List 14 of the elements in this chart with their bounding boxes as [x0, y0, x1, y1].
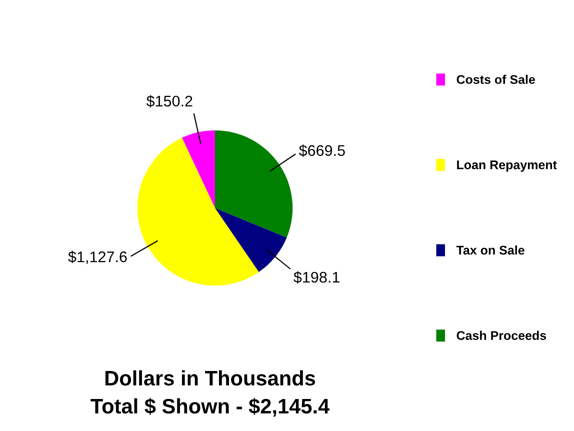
- pie-slice: [215, 130, 293, 238]
- data-label: $1,127.6: [68, 250, 127, 264]
- legend-label: Cash Proceeds: [456, 330, 546, 340]
- legend-label: Costs of Sale: [456, 74, 536, 84]
- data-label: $150.2: [146, 95, 192, 108]
- legend-label: Tax on Sale: [456, 245, 524, 255]
- text: Dollars in Thousands: [105, 370, 316, 386]
- pie-slice: [182, 130, 215, 208]
- pie-slice: [137, 138, 259, 286]
- data-label: $669.5: [298, 144, 345, 157]
- data-label: $198.1: [294, 271, 340, 284]
- pie-slice: [215, 208, 287, 272]
- legend-label: Loan Repayment: [457, 160, 557, 172]
- text: Total $ Shown - $2,145.4: [90, 398, 330, 417]
